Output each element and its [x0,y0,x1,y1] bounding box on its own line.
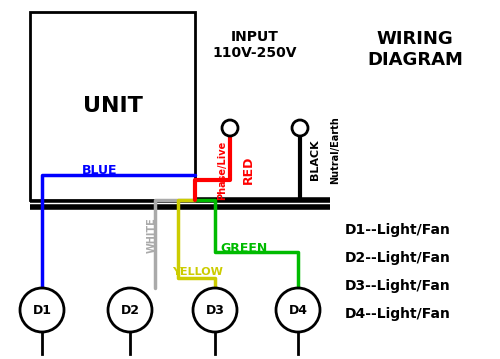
Text: D3: D3 [206,303,225,317]
Text: YELLOW: YELLOW [172,267,223,277]
Text: WHITE: WHITE [147,217,157,253]
Text: Phase/Live: Phase/Live [217,140,227,200]
Text: D1: D1 [32,303,52,317]
Circle shape [20,288,64,332]
Text: D3--Light/Fan: D3--Light/Fan [345,279,451,293]
Circle shape [276,288,320,332]
Text: GREEN: GREEN [220,242,267,255]
Circle shape [108,288,152,332]
Text: BLACK: BLACK [310,140,320,180]
Bar [30,12,195,200]
Text: BLUE: BLUE [82,163,118,177]
Text: D4--Light/Fan: D4--Light/Fan [345,307,451,321]
Text: D1--Light/Fan: D1--Light/Fan [345,223,451,237]
Text: UNIT: UNIT [82,96,142,116]
Circle shape [292,120,308,136]
Text: WIRING
DIAGRAM: WIRING DIAGRAM [367,30,463,69]
Text: D2: D2 [120,303,140,317]
Text: RED: RED [242,156,254,184]
Text: D4: D4 [288,303,308,317]
Text: D2--Light/Fan: D2--Light/Fan [345,251,451,265]
Circle shape [222,120,238,136]
Text: Nutral/Earth: Nutral/Earth [330,116,340,184]
Circle shape [193,288,237,332]
Text: INPUT
110V-250V: INPUT 110V-250V [213,30,297,60]
